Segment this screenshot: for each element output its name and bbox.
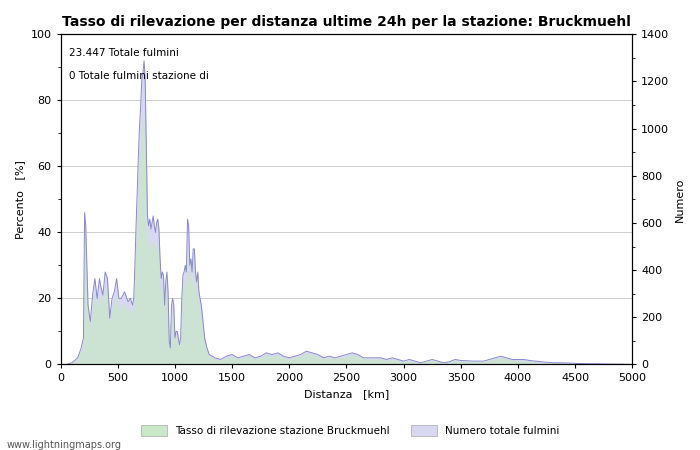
Y-axis label: Numero: Numero <box>675 177 685 221</box>
X-axis label: Distanza   [km]: Distanza [km] <box>304 389 389 399</box>
Text: 0 Totale fulmini stazione di: 0 Totale fulmini stazione di <box>69 71 209 81</box>
Y-axis label: Percento   [%]: Percento [%] <box>15 160 25 239</box>
Legend: Tasso di rilevazione stazione Bruckmuehl, Numero totale fulmini: Tasso di rilevazione stazione Bruckmuehl… <box>136 421 564 440</box>
Text: www.lightningmaps.org: www.lightningmaps.org <box>7 440 122 450</box>
Text: 23.447 Totale fulmini: 23.447 Totale fulmini <box>69 48 179 58</box>
Title: Tasso di rilevazione per distanza ultime 24h per la stazione: Bruckmuehl: Tasso di rilevazione per distanza ultime… <box>62 15 631 29</box>
